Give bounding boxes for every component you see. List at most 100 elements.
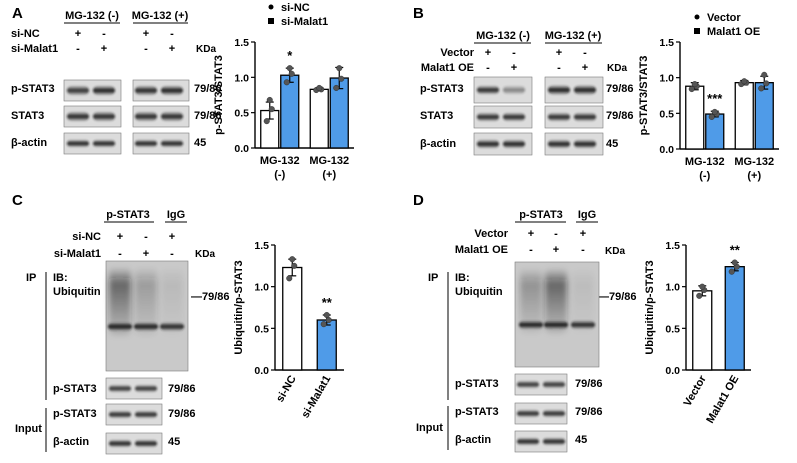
y-axis-label: p-STAT3/STAT3	[213, 55, 225, 135]
blot-kda: 79/86	[194, 83, 222, 95]
data-point	[711, 108, 718, 115]
blot-background	[63, 105, 122, 128]
blot-band	[477, 140, 499, 148]
bar	[692, 290, 713, 371]
panel-c: C p-STAT3 IgG si-NC + - + si-Malat1 - + …	[12, 192, 344, 455]
blot-label: β-actin	[420, 138, 456, 150]
blot-band	[161, 86, 183, 95]
blot-band	[109, 411, 131, 418]
blot-beta-actin	[63, 132, 122, 155]
bar	[685, 85, 705, 150]
blot-band	[548, 85, 570, 95]
blot-band	[135, 140, 157, 147]
panel-letter-c: C	[12, 192, 23, 209]
blot-stat3	[63, 105, 122, 128]
bar-chart-a: 0.0 0.5 1.0 1.5 p-STAT3/STAT3 MG-132 (-) MG-132…	[213, 2, 354, 181]
blot-label: β-actin	[53, 436, 89, 448]
heavy-chain-band	[108, 322, 132, 331]
sign: -	[581, 244, 585, 256]
input-label: Input	[15, 423, 42, 435]
data-point	[263, 118, 270, 125]
blot-band	[503, 86, 525, 94]
x-tick-label: MG-132	[734, 156, 774, 168]
data-point	[338, 75, 345, 82]
blot-band	[135, 112, 157, 121]
blot-background	[514, 373, 568, 396]
x-tick-label: (-)	[274, 169, 285, 181]
data-point	[268, 106, 275, 113]
y-tick-label: 1.5	[665, 240, 680, 252]
data-point	[708, 113, 715, 120]
data-point	[266, 96, 273, 103]
sign: -	[557, 62, 561, 74]
sign: -	[512, 47, 516, 59]
heavy-chain-band	[134, 322, 158, 331]
kda-header: KDa	[196, 44, 216, 55]
blot-p-stat3	[544, 76, 604, 104]
sign: -	[529, 244, 533, 256]
blot-band	[543, 381, 565, 388]
blot-band	[517, 438, 539, 445]
column-header: p-STAT3	[519, 209, 563, 221]
condition-label: Malat1 OE	[421, 62, 474, 74]
x-tick-label: (+)	[322, 169, 336, 181]
sign: -	[144, 231, 148, 243]
y-axis-label: p-STAT3/STAT3	[638, 56, 650, 136]
blot-band	[135, 440, 157, 447]
sign: -	[170, 28, 174, 40]
ip-label: IP	[26, 272, 36, 284]
blot-kda: 79/86	[575, 378, 603, 390]
blot-kda: 79/86	[606, 83, 634, 95]
data-point	[728, 268, 735, 275]
blot-band	[109, 440, 131, 447]
data-point	[696, 292, 703, 299]
blot-p-stat3	[63, 79, 122, 102]
data-point	[289, 256, 296, 263]
data-point	[325, 317, 332, 324]
data-point	[731, 259, 738, 266]
blot-band	[93, 140, 115, 147]
blot-band	[67, 140, 89, 147]
blot-band	[503, 140, 525, 148]
panel-letter-a: A	[12, 5, 23, 22]
blot-p-stat3	[473, 76, 533, 104]
blot-stat3	[473, 105, 533, 129]
panel-a: A MG-132 (-) MG-132 (+) si-NC + - + - si…	[11, 2, 354, 181]
blot-background	[63, 132, 122, 155]
group-header: MG-132 (-)	[476, 30, 530, 42]
ubiquitin-smear	[572, 268, 594, 334]
blot-band	[93, 112, 115, 121]
sign: -	[102, 28, 106, 40]
blot-kda: 79/86	[575, 406, 603, 418]
sign: -	[554, 228, 558, 240]
blot-band	[135, 385, 157, 392]
data-point	[286, 65, 293, 72]
blot-label: β-actin	[11, 137, 47, 149]
x-tick-label: MG-132	[685, 156, 725, 168]
blot-p-stat3	[132, 79, 190, 102]
blot-band	[548, 140, 570, 148]
blot-band	[477, 113, 499, 121]
sign: +	[556, 47, 562, 59]
blot-band	[109, 385, 131, 392]
blot-input-beta-actin	[514, 430, 568, 453]
bar	[280, 74, 300, 149]
blot-beta-actin	[132, 132, 190, 155]
blot-kda: 79/86	[168, 408, 196, 420]
blot-input-p-stat3	[105, 403, 163, 426]
kda-header: KDa	[195, 249, 215, 260]
data-point	[288, 70, 295, 77]
bar-chart-d: 0.0 0.5 1.0 1.5 Ubiquitin/p-STAT3 VectorMalat…	[644, 240, 751, 426]
x-tick-label: MG-132	[260, 155, 300, 167]
data-point	[699, 283, 706, 290]
bar	[734, 82, 754, 150]
bar-chart-b: 0.0 0.5 1.0 1.5 p-STAT3/STAT3 MG-132 (-) MG-132…	[638, 12, 779, 182]
blot-band	[135, 411, 157, 418]
heavy-chain-band	[160, 322, 184, 331]
y-tick-label: 0.5	[659, 108, 674, 120]
group-header: MG-132 (-)	[65, 10, 119, 22]
bar-chart-c: 0.0 0.5 1.0 1.5 Ubiquitin/p-STAT3 si-NC si-Mal…	[233, 240, 344, 420]
blot-band	[543, 438, 565, 445]
